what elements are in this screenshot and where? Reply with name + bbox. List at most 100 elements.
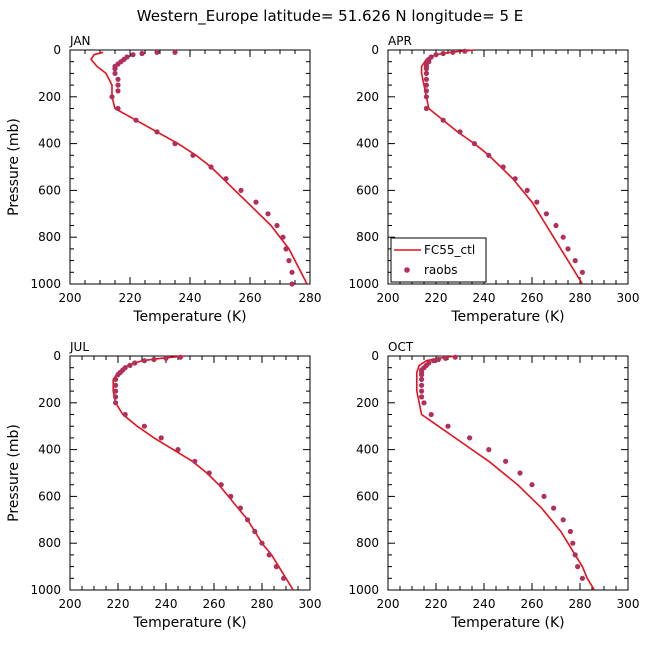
data-point-raobs	[238, 187, 244, 193]
data-point-raobs	[421, 400, 427, 406]
data-point-raobs	[503, 458, 509, 464]
x-tick-label: 200	[377, 597, 400, 611]
legend-entry-label: FC55_ctl	[424, 243, 475, 257]
data-point-raobs	[253, 199, 259, 205]
data-point-raobs	[192, 458, 198, 464]
x-tick-label: 240	[473, 597, 496, 611]
data-point-raobs	[115, 82, 121, 88]
legend-entry-label: raobs	[424, 263, 458, 277]
data-point-raobs	[560, 234, 566, 240]
data-point-raobs	[452, 354, 458, 360]
data-point-raobs	[524, 187, 530, 193]
panel-label: OCT	[388, 340, 414, 354]
y-tick-label: 400	[356, 443, 379, 457]
data-point-raobs	[122, 411, 128, 418]
y-tick-label: 800	[38, 536, 61, 550]
data-point-raobs	[237, 505, 243, 511]
y-axis-label: Pressure (mb)	[6, 424, 22, 522]
x-tick-label: 280	[299, 291, 322, 305]
data-point-raobs	[431, 358, 437, 364]
data-point-raobs	[289, 281, 295, 287]
y-tick-label: 200	[38, 90, 61, 104]
data-point-raobs	[133, 117, 139, 123]
series-line-fc55-ctl	[416, 355, 596, 591]
y-tick-label: 600	[356, 183, 379, 197]
y-tick-label: 1000	[30, 583, 61, 597]
data-point-raobs	[423, 76, 429, 82]
data-point-raobs	[457, 129, 463, 135]
x-tick-label: 280	[569, 597, 592, 611]
y-tick-label: 400	[38, 137, 61, 151]
data-point-raobs	[419, 388, 425, 394]
panel-label: APR	[388, 34, 412, 48]
x-tick-label: 260	[521, 597, 544, 611]
data-point-raobs	[113, 376, 119, 382]
data-point-raobs	[565, 246, 571, 252]
data-point-raobs	[450, 49, 456, 55]
series-line-fc55-ctl	[112, 355, 294, 591]
data-point-raobs	[575, 564, 581, 570]
data-point-raobs	[115, 372, 121, 378]
y-tick-label: 800	[356, 230, 379, 244]
data-point-raobs	[567, 528, 574, 535]
data-point-raobs	[190, 152, 196, 158]
data-point-raobs	[280, 234, 286, 240]
data-point-raobs	[423, 82, 429, 88]
panel-apr: 200 220 240 260 280 300 0 200 400 600 800 1000 Tempe…	[348, 34, 639, 325]
data-point-raobs	[419, 376, 425, 382]
data-point-raobs	[433, 52, 439, 58]
y-tick-label: 1000	[348, 277, 379, 291]
data-point-raobs	[467, 435, 473, 441]
data-point-raobs	[572, 552, 578, 558]
data-point-raobs	[259, 540, 265, 546]
x-tick-label: 260	[521, 291, 544, 305]
data-point-raobs	[132, 360, 138, 366]
plot-frame	[69, 355, 311, 591]
legend-box	[390, 237, 487, 283]
data-point-raobs	[579, 575, 586, 581]
y-tick-label: 600	[38, 489, 61, 503]
x-tick-label: 220	[107, 597, 130, 611]
y-tick-label: 800	[356, 536, 379, 550]
panel-label: JAN	[69, 34, 91, 48]
data-point-raobs	[579, 269, 586, 275]
data-point-raobs	[228, 493, 234, 499]
x-tick-label: 220	[425, 597, 448, 611]
series-line-fc55-ctl	[90, 51, 308, 285]
data-point-raobs	[428, 411, 434, 418]
data-point-raobs	[534, 199, 540, 205]
figure-title: Western_Europe latitude= 51.626 N longit…	[137, 7, 523, 26]
data-point-raobs	[435, 356, 441, 363]
data-point-raobs	[423, 94, 429, 100]
data-point-raobs	[266, 552, 272, 558]
data-point-raobs	[471, 141, 477, 147]
y-tick-label: 600	[38, 183, 61, 197]
y-tick-label: 0	[371, 349, 379, 363]
data-point-raobs	[440, 117, 446, 123]
data-point-raobs	[172, 141, 178, 147]
x-axis-label: Temperature (K)	[132, 309, 246, 325]
y-tick-label: 0	[371, 43, 379, 57]
data-point-raobs	[151, 356, 157, 363]
plot-frame	[69, 49, 311, 285]
y-tick-label: 0	[53, 349, 61, 363]
data-point-raobs	[419, 372, 425, 378]
data-point-raobs	[113, 400, 119, 406]
data-point-raobs	[423, 88, 429, 94]
data-point-raobs	[486, 447, 492, 453]
data-point-raobs	[443, 355, 449, 361]
data-point-raobs	[141, 423, 147, 429]
data-point-raobs	[440, 50, 446, 57]
data-point-raobs	[112, 66, 118, 72]
data-point-raobs	[252, 528, 258, 535]
y-tick-label: 1000	[348, 583, 379, 597]
panel-oct: 200 220 240 260 280 300 0 200 400 600 800 1000 Tempe…	[348, 340, 639, 631]
x-tick-label: 240	[155, 597, 178, 611]
data-point-raobs	[113, 388, 119, 394]
x-tick-label: 260	[239, 291, 262, 305]
data-point-raobs	[112, 70, 118, 76]
data-point-raobs	[286, 258, 292, 264]
data-point-raobs	[154, 49, 160, 55]
data-point-raobs	[500, 164, 506, 170]
